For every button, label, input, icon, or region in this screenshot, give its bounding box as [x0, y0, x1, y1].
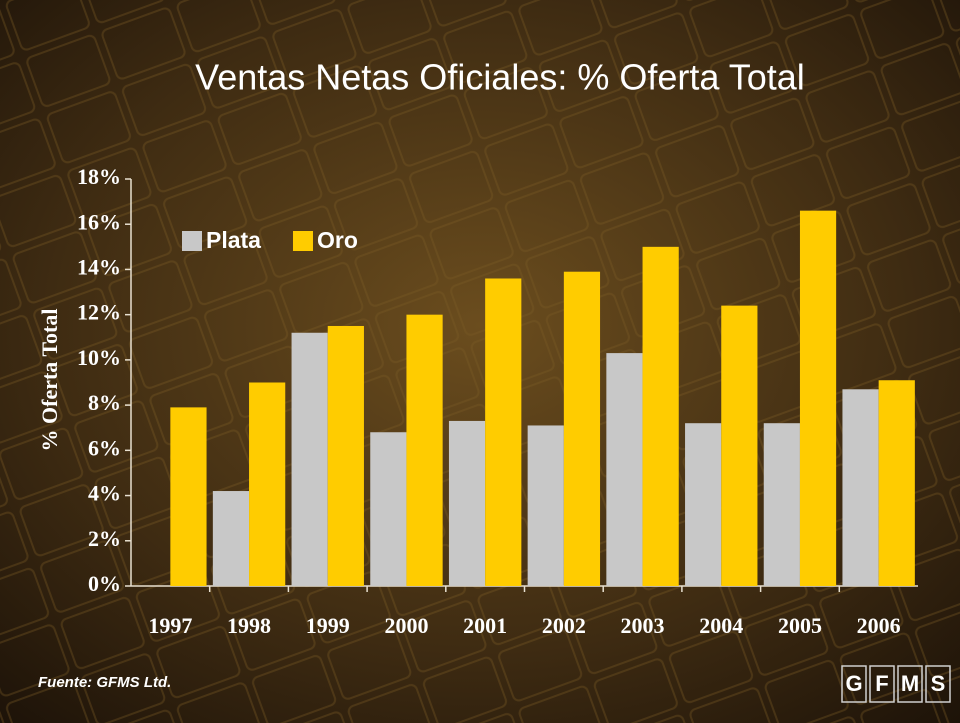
- logo-letter: S: [931, 671, 946, 696]
- bar: [370, 432, 406, 586]
- bar: [643, 247, 679, 586]
- x-tick-label: 2002: [542, 613, 586, 638]
- logo-letter: M: [901, 671, 919, 696]
- bar: [406, 315, 442, 586]
- bar: [249, 383, 285, 587]
- y-tick-label: 6%: [88, 435, 121, 460]
- bar: [328, 326, 364, 586]
- bar: [564, 272, 600, 586]
- bar: [721, 306, 757, 586]
- y-tick-label: 0%: [88, 571, 121, 596]
- y-tick-label: 4%: [88, 481, 121, 506]
- x-tick-label: 2003: [621, 613, 665, 638]
- legend-label: Plata: [206, 227, 261, 253]
- bar: [292, 333, 328, 586]
- bar: [485, 278, 521, 586]
- y-axis-label: % Oferta Total: [37, 309, 62, 452]
- x-tick-label: 1999: [306, 613, 350, 638]
- bar: [170, 407, 206, 586]
- y-tick-label: 10%: [77, 345, 121, 370]
- y-tick-label: 18%: [77, 164, 121, 189]
- bar: [213, 491, 249, 586]
- legend-swatch: [182, 231, 202, 251]
- x-tick-label: 2005: [778, 613, 822, 638]
- chart-title: Ventas Netas Oficiales: % Oferta Total: [195, 57, 805, 98]
- y-tick-label: 2%: [88, 526, 121, 551]
- y-tick-label: 12%: [77, 300, 121, 325]
- x-tick-label: 2006: [857, 613, 901, 638]
- legend-swatch: [293, 231, 313, 251]
- x-tick-label: 2004: [699, 613, 743, 638]
- chart: Ventas Netas Oficiales: % Oferta Total %…: [0, 0, 960, 723]
- y-tick-label: 14%: [77, 254, 121, 279]
- y-tick-label: 16%: [77, 209, 121, 234]
- x-tick-label: 1998: [227, 613, 271, 638]
- bar: [879, 380, 915, 586]
- y-tick-label: 8%: [88, 390, 121, 415]
- bar: [449, 421, 485, 586]
- source: Fuente: GFMS Ltd.: [38, 674, 171, 691]
- x-tick-label: 2001: [463, 613, 507, 638]
- bar: [842, 389, 878, 586]
- bar: [685, 423, 721, 586]
- logo-letter: G: [845, 671, 862, 696]
- bar: [764, 423, 800, 586]
- bar: [528, 425, 564, 586]
- logo-letter: F: [875, 671, 888, 696]
- x-tick-label: 2000: [384, 613, 428, 638]
- bar: [800, 211, 836, 586]
- bar: [606, 353, 642, 586]
- legend-label: Oro: [317, 227, 358, 253]
- page: {"chart_data": {"type": "bar", "title": …: [0, 0, 960, 723]
- x-tick-label: 1997: [148, 613, 192, 638]
